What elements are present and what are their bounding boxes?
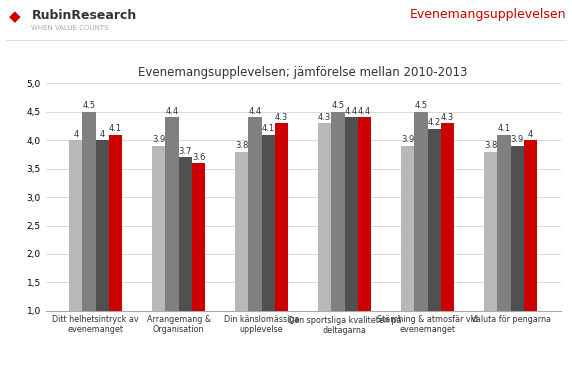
Text: 3.8: 3.8 (484, 141, 498, 150)
Bar (497, 135, 511, 368)
Text: 3.8: 3.8 (235, 141, 248, 150)
Text: 4.5: 4.5 (331, 102, 344, 110)
Bar (401, 146, 414, 368)
Bar (428, 129, 441, 368)
Text: RubinResearch: RubinResearch (31, 9, 137, 22)
Text: 4.1: 4.1 (262, 124, 275, 133)
Text: 3.9: 3.9 (152, 136, 165, 144)
Text: 4.2: 4.2 (428, 119, 441, 127)
Bar (345, 117, 358, 368)
Bar (358, 117, 371, 368)
Bar (248, 117, 261, 368)
Text: 3.9: 3.9 (511, 136, 524, 144)
Bar (152, 146, 165, 368)
Text: 4.5: 4.5 (415, 102, 427, 110)
Bar (235, 152, 248, 368)
Text: 4.4: 4.4 (248, 107, 261, 116)
Text: WHEN VALUE COUNTS: WHEN VALUE COUNTS (31, 25, 109, 31)
Bar (82, 112, 96, 368)
Text: 4.1: 4.1 (498, 124, 511, 133)
Text: ◆: ◆ (9, 9, 21, 25)
Bar (69, 140, 82, 368)
Text: 4.3: 4.3 (441, 113, 454, 122)
Bar (524, 140, 537, 368)
Bar (331, 112, 345, 368)
Text: 4.4: 4.4 (358, 107, 371, 116)
Text: 3.9: 3.9 (401, 136, 414, 144)
Bar (484, 152, 497, 368)
Text: 3.6: 3.6 (192, 153, 205, 161)
Text: 4.3: 4.3 (275, 113, 288, 122)
Text: 4: 4 (73, 130, 78, 139)
Bar (318, 123, 331, 368)
Text: 4.4: 4.4 (165, 107, 178, 116)
Bar (96, 140, 109, 368)
Text: 4.4: 4.4 (345, 107, 358, 116)
Text: 4.1: 4.1 (109, 124, 122, 133)
Title: Evenemangsupplevelsen; jämförelse mellan 2010-2013: Evenemangsupplevelsen; jämförelse mellan… (138, 66, 468, 80)
Bar (165, 117, 178, 368)
Text: 4.5: 4.5 (82, 102, 96, 110)
Text: 4.3: 4.3 (318, 113, 331, 122)
Bar (414, 112, 428, 368)
Text: 4: 4 (528, 130, 533, 139)
Text: 4: 4 (100, 130, 105, 139)
Bar (261, 135, 275, 368)
Bar (178, 157, 192, 368)
Bar (441, 123, 454, 368)
Text: Evenemangsupplevelsen: Evenemangsupplevelsen (410, 8, 566, 21)
Bar (109, 135, 122, 368)
Bar (511, 146, 524, 368)
Bar (192, 163, 205, 368)
Bar (275, 123, 288, 368)
Text: 3.7: 3.7 (178, 147, 192, 156)
